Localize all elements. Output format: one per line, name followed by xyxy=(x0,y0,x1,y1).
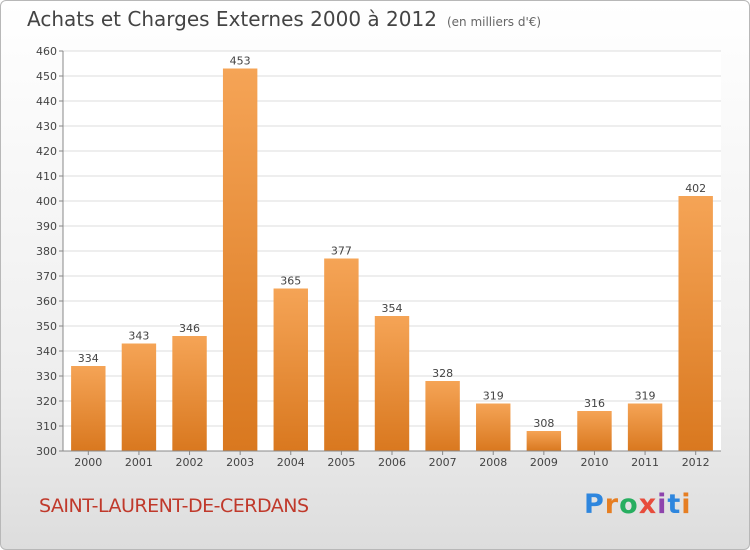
chart-title: Achats et Charges Externes 2000 à 2012 xyxy=(27,7,437,31)
y-tick-label: 300 xyxy=(36,445,57,458)
y-tick-label: 360 xyxy=(36,295,57,308)
y-tick-label: 370 xyxy=(36,270,57,283)
bar-value-label: 319 xyxy=(635,390,656,403)
bar xyxy=(476,403,511,451)
y-tick-label: 340 xyxy=(36,345,57,358)
y-tick-label: 330 xyxy=(36,370,57,383)
x-tick-label: 2003 xyxy=(226,456,254,469)
commune-name: SAINT-LAURENT-DE-CERDANS xyxy=(39,495,309,517)
bar-value-label: 319 xyxy=(483,390,504,403)
y-tick-label: 410 xyxy=(36,170,57,183)
brand-letter: o xyxy=(619,489,639,520)
brand-letter: x xyxy=(638,489,658,520)
y-tick-label: 440 xyxy=(36,95,57,108)
bar xyxy=(627,403,663,451)
bar xyxy=(324,258,359,451)
bar-value-label: 328 xyxy=(432,367,453,380)
bar-value-label: 343 xyxy=(128,330,149,343)
y-tick-label: 380 xyxy=(36,245,57,258)
x-tick-label: 2000 xyxy=(74,456,102,469)
bar-value-label: 365 xyxy=(280,275,301,288)
bars-layer: 334 343 346 453 365 377 354 328 319 308 316 319 402 xyxy=(71,55,713,451)
title-row: Achats et Charges Externes 2000 à 2012 (e… xyxy=(27,7,541,31)
bar-value-label: 334 xyxy=(78,352,99,365)
x-tick-label: 2007 xyxy=(429,456,457,469)
bar-value-label: 316 xyxy=(584,397,605,410)
y-tick-label: 350 xyxy=(36,320,57,333)
x-tick-label: 2009 xyxy=(530,456,558,469)
bar-value-label: 308 xyxy=(533,417,554,430)
proxiti-logo: Proxiti xyxy=(584,489,692,520)
brand-letter: P xyxy=(584,489,605,520)
x-tick-label: 2012 xyxy=(682,456,710,469)
bar xyxy=(526,431,562,451)
x-tick-label: 2002 xyxy=(176,456,204,469)
y-tick-label: 320 xyxy=(36,395,57,408)
bar xyxy=(222,68,258,451)
y-tick-label: 400 xyxy=(36,195,57,208)
bar xyxy=(577,411,612,451)
x-tick-label: 2011 xyxy=(631,456,659,469)
y-tick-label: 420 xyxy=(36,145,57,158)
chart-unit: (en milliers d'€) xyxy=(446,15,542,29)
x-tick-label: 2008 xyxy=(479,456,507,469)
bar xyxy=(678,196,713,451)
y-tick-label: 390 xyxy=(36,220,57,233)
axis-layer: 300 310 320 330 340 350 360 370 380 390 400 410 420 4… xyxy=(36,45,721,469)
bar-value-label: 377 xyxy=(331,245,352,258)
x-tick-label: 2005 xyxy=(327,456,355,469)
brand-letter: t xyxy=(667,489,682,520)
bar xyxy=(374,316,410,451)
bar xyxy=(71,366,106,451)
bar xyxy=(172,336,207,451)
bar xyxy=(121,343,157,451)
x-tick-label: 2001 xyxy=(125,456,153,469)
x-tick-label: 2010 xyxy=(580,456,608,469)
y-tick-label: 450 xyxy=(36,70,57,83)
x-tick-label: 2006 xyxy=(378,456,406,469)
bar-value-label: 346 xyxy=(179,322,200,335)
bar xyxy=(273,288,308,451)
bar xyxy=(425,381,460,451)
brand-letter: i xyxy=(681,489,692,520)
bar-value-label: 453 xyxy=(230,55,251,68)
y-tick-label: 460 xyxy=(36,45,57,58)
y-tick-label: 430 xyxy=(36,120,57,133)
brand-letter: i xyxy=(657,489,668,520)
x-tick-label: 2004 xyxy=(277,456,305,469)
y-tick-label: 310 xyxy=(36,420,57,433)
bar-value-label: 354 xyxy=(382,302,403,315)
brand-letter: r xyxy=(604,489,620,520)
bar-value-label: 402 xyxy=(685,182,706,195)
